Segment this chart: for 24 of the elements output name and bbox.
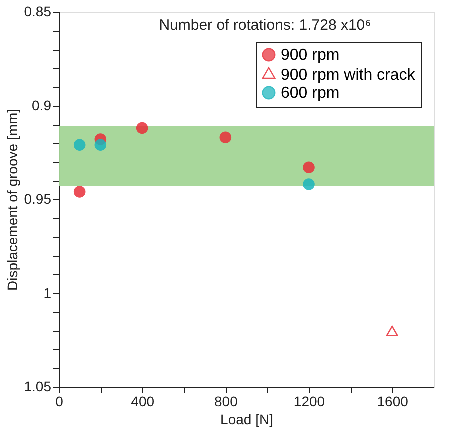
x-tick-label: 800 — [214, 394, 238, 410]
x-tick-label: 400 — [131, 394, 155, 410]
y-tick-label: 1 — [44, 284, 52, 301]
point — [74, 139, 86, 152]
point — [136, 122, 148, 134]
y-tick-label: 0.85 — [24, 4, 52, 20]
legend-label: 900 rpm with crack — [281, 67, 416, 84]
x-axis-title: Load [N] — [220, 412, 274, 428]
y-tick-label: 0.95 — [24, 191, 52, 207]
annotation: Number of rotations: 1.728 x10⁶ — [159, 17, 372, 34]
point — [303, 162, 315, 174]
point — [94, 139, 107, 152]
point — [74, 186, 86, 198]
point — [220, 132, 232, 144]
x-tick-label: 1200 — [294, 394, 326, 410]
x-tick-label: 1600 — [377, 394, 409, 410]
point — [386, 326, 398, 336]
x-tick-label: 0 — [56, 394, 64, 410]
y-tick-label: 1.05 — [24, 378, 52, 394]
point — [303, 178, 315, 190]
legend-label: 900 rpm — [281, 47, 340, 64]
legend-label: 600 rpm — [281, 85, 340, 102]
y-axis-title: Displacement of groove [mm] — [4, 108, 20, 292]
y-tick-label: 0.9 — [32, 97, 52, 114]
